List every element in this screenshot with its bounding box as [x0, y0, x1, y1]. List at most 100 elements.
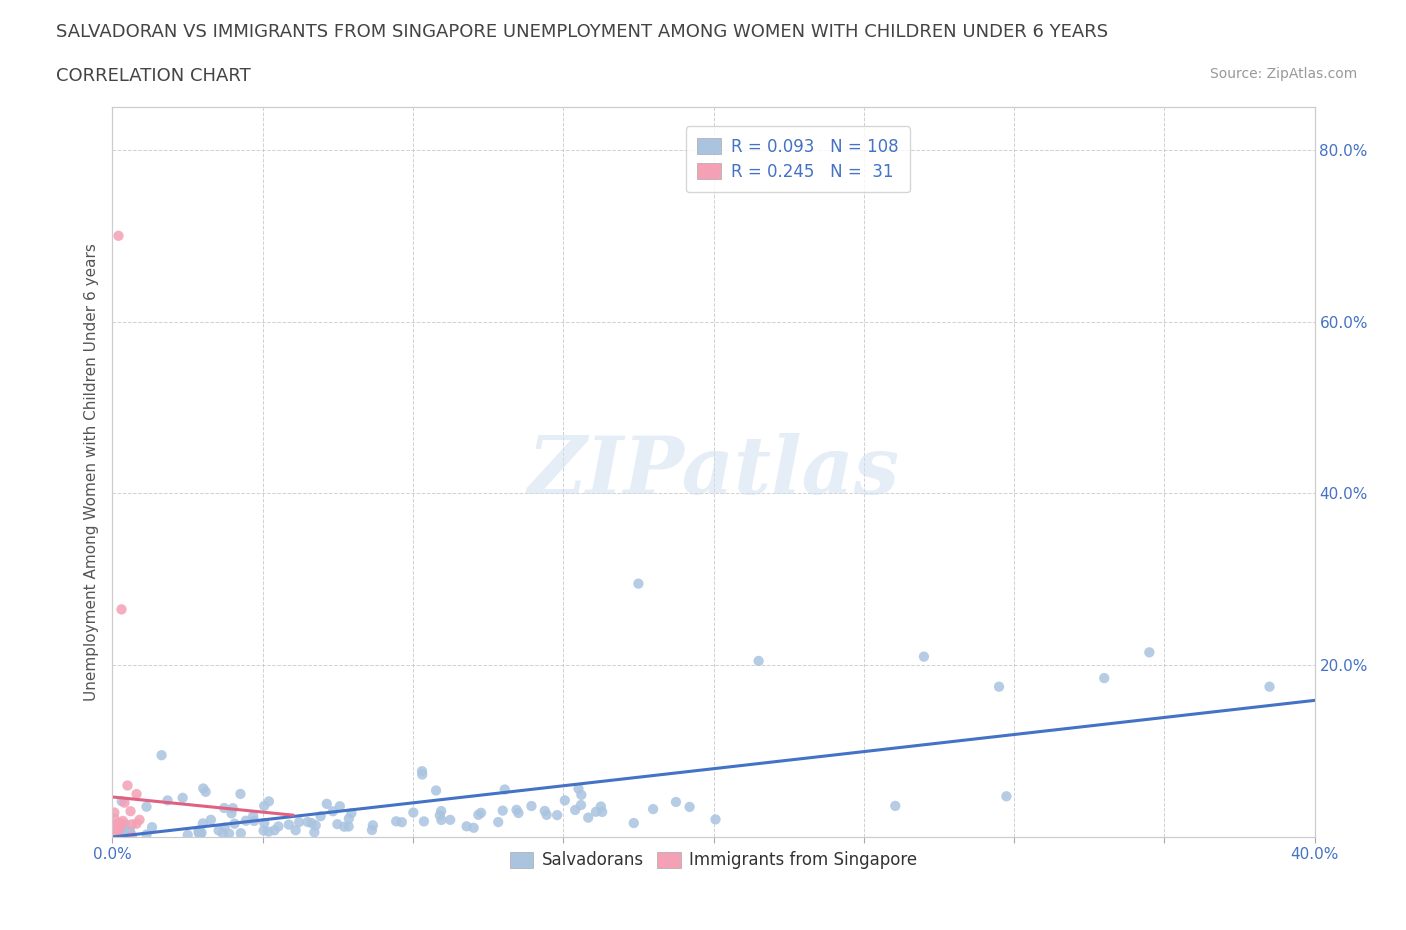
Point	[207, 823, 229, 838]
Point	[585, 804, 607, 819]
Point	[704, 812, 727, 827]
Point	[402, 805, 425, 820]
Point	[110, 817, 132, 831]
Point	[243, 814, 266, 829]
Point	[470, 805, 492, 820]
Point	[576, 810, 599, 825]
Point	[187, 823, 209, 838]
Point	[1258, 679, 1281, 694]
Point	[627, 577, 650, 591]
Point	[329, 799, 352, 814]
Point	[315, 796, 337, 811]
Point	[554, 793, 576, 808]
Point	[229, 826, 252, 841]
Point	[486, 815, 509, 830]
Point	[284, 823, 307, 838]
Point	[141, 819, 163, 834]
Point	[118, 824, 141, 839]
Point	[288, 815, 311, 830]
Text: SALVADORAN VS IMMIGRANTS FROM SINGAPORE UNEMPLOYMENT AMONG WOMEN WITH CHILDREN U: SALVADORAN VS IMMIGRANTS FROM SINGAPORE …	[56, 23, 1108, 41]
Point	[242, 808, 264, 823]
Legend: Salvadorans, Immigrants from Singapore: Salvadorans, Immigrants from Singapore	[503, 844, 924, 876]
Point	[187, 825, 209, 840]
Point	[257, 824, 280, 839]
Point	[135, 799, 157, 814]
Point	[104, 828, 127, 843]
Point	[156, 793, 179, 808]
Point	[104, 826, 127, 841]
Point	[111, 794, 134, 809]
Point	[1137, 644, 1160, 659]
Point	[430, 813, 453, 828]
Point	[456, 819, 478, 834]
Point	[125, 787, 148, 802]
Point	[564, 803, 586, 817]
Point	[120, 825, 142, 840]
Point	[135, 827, 157, 842]
Point	[193, 781, 215, 796]
Point	[277, 817, 299, 832]
Point	[361, 823, 384, 838]
Point	[150, 748, 173, 763]
Point	[995, 789, 1018, 804]
Point	[105, 817, 128, 832]
Text: Source: ZipAtlas.com: Source: ZipAtlas.com	[1209, 67, 1357, 81]
Point	[105, 818, 128, 833]
Point	[536, 807, 558, 822]
Point	[385, 814, 408, 829]
Point	[665, 794, 688, 809]
Point	[103, 805, 125, 820]
Point	[107, 229, 129, 244]
Point	[253, 799, 276, 814]
Point	[229, 787, 252, 802]
Point	[297, 815, 319, 830]
Point	[104, 827, 127, 842]
Point	[520, 799, 543, 814]
Point	[222, 801, 245, 816]
Point	[301, 816, 323, 830]
Point	[190, 825, 212, 840]
Point	[361, 817, 384, 832]
Point	[103, 811, 125, 826]
Point	[194, 784, 217, 799]
Point	[533, 804, 555, 818]
Point	[304, 825, 326, 840]
Point	[114, 817, 136, 831]
Point	[463, 820, 485, 835]
Point	[326, 817, 349, 831]
Point	[235, 814, 257, 829]
Point	[912, 649, 935, 664]
Point	[107, 826, 129, 841]
Point	[121, 817, 143, 831]
Point	[117, 778, 139, 793]
Point	[567, 781, 589, 796]
Point	[252, 823, 274, 838]
Point	[391, 815, 413, 830]
Point	[267, 819, 290, 834]
Point	[190, 826, 212, 841]
Point	[569, 798, 592, 813]
Point	[333, 819, 356, 834]
Point	[103, 828, 125, 843]
Point	[177, 828, 200, 843]
Point	[322, 804, 344, 818]
Point	[200, 812, 222, 827]
Point	[623, 816, 645, 830]
Point	[884, 799, 907, 814]
Point	[121, 829, 143, 844]
Point	[105, 824, 128, 839]
Point	[748, 654, 770, 669]
Point	[411, 764, 433, 778]
Point	[105, 819, 128, 834]
Point	[125, 817, 148, 831]
Point	[494, 782, 516, 797]
Point	[508, 805, 530, 820]
Point	[214, 820, 236, 835]
Point	[104, 823, 127, 838]
Point	[309, 809, 332, 824]
Point	[337, 811, 360, 826]
Point	[107, 824, 129, 839]
Point	[430, 804, 453, 818]
Point	[191, 816, 214, 830]
Point	[128, 813, 150, 828]
